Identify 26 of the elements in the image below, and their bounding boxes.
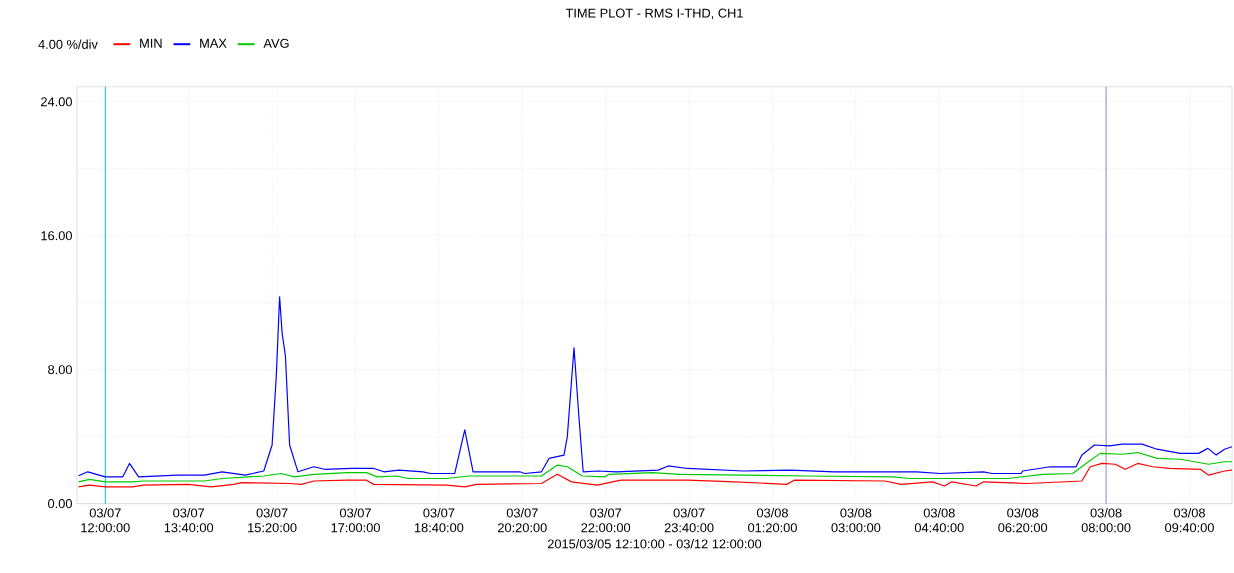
x-tick-label: 03/07 23:40:00 xyxy=(664,508,714,533)
x-tick-label: 03/08 04:40:00 xyxy=(914,508,964,533)
y-tick-label: 24.00 xyxy=(41,97,72,107)
legend-label: MAX xyxy=(200,39,227,48)
x-axis-title: 2015/03/05 12:10:00 - 03/12 12:00:00 xyxy=(547,539,762,549)
legend-label: AVG xyxy=(263,38,289,49)
line-series xyxy=(78,463,1233,488)
x-tick-label: 03/08 06:20:00 xyxy=(998,508,1048,533)
x-tick-label: 03/08 08:00:00 xyxy=(1081,508,1131,533)
x-tick-label: 03/07 20:20:00 xyxy=(498,508,547,533)
y-tick-label: 16.00 xyxy=(41,231,72,241)
x-tick-label: 03/08 03:00:00 xyxy=(831,508,881,533)
chart-title: TIME PLOT - RMS I-THD, CH1 xyxy=(565,8,743,20)
line-series xyxy=(78,296,1233,478)
x-tick-label: 03/08 01:20:00 xyxy=(748,508,797,533)
x-tick-label: 03/07 15:20:00 xyxy=(248,508,297,533)
x-tick-label: 03/07 17:00:00 xyxy=(331,508,380,533)
x-tick-label: 03/08 09:40:00 xyxy=(1165,508,1214,533)
text: 4.00 %/div xyxy=(38,39,98,50)
x-tick-label: 03/07 12:00:00 xyxy=(81,508,130,533)
y-tick-label: 8.00 xyxy=(48,365,72,375)
x-tick-label: 03/07 22:00:00 xyxy=(581,508,631,533)
y-tick-label: 0.00 xyxy=(48,499,72,509)
x-tick-label: 03/07 13:40:00 xyxy=(164,508,214,533)
legend-label: MIN xyxy=(140,39,162,48)
x-tick-label: 03/07 18:40:00 xyxy=(414,508,464,533)
